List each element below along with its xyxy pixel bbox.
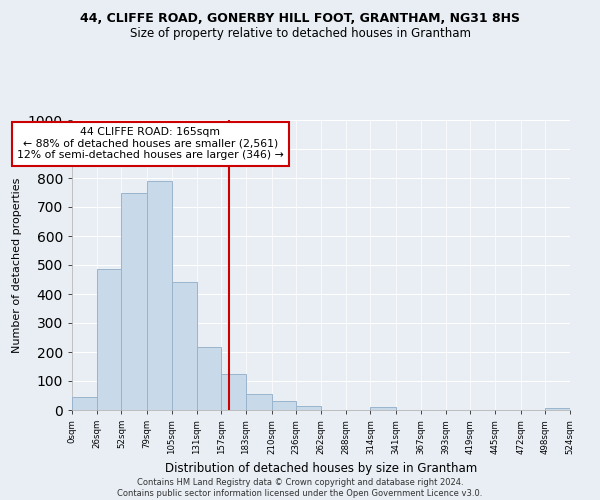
Bar (296, 406, 321, 410)
Bar (147, 181, 172, 410)
Bar (272, 402, 296, 410)
Text: 44 CLIFFE ROAD: 165sqm
← 88% of detached houses are smaller (2,561)
12% of semi-: 44 CLIFFE ROAD: 165sqm ← 88% of detached… (17, 127, 284, 160)
Bar (545, 408, 570, 410)
Bar (97, 270, 121, 410)
Bar (221, 374, 246, 410)
X-axis label: Distribution of detached houses by size in Grantham: Distribution of detached houses by size … (165, 462, 477, 475)
Text: Size of property relative to detached houses in Grantham: Size of property relative to detached ho… (130, 28, 470, 40)
Text: Contains HM Land Registry data © Crown copyright and database right 2024.
Contai: Contains HM Land Registry data © Crown c… (118, 478, 482, 498)
Bar (172, 282, 197, 410)
Text: 44, CLIFFE ROAD, GONERBY HILL FOOT, GRANTHAM, NG31 8HS: 44, CLIFFE ROAD, GONERBY HILL FOOT, GRAN… (80, 12, 520, 26)
Bar (370, 407, 396, 410)
Bar (246, 394, 272, 410)
Bar (72, 397, 97, 410)
Y-axis label: Number of detached properties: Number of detached properties (12, 178, 22, 352)
Bar (197, 347, 221, 410)
Bar (121, 192, 147, 410)
